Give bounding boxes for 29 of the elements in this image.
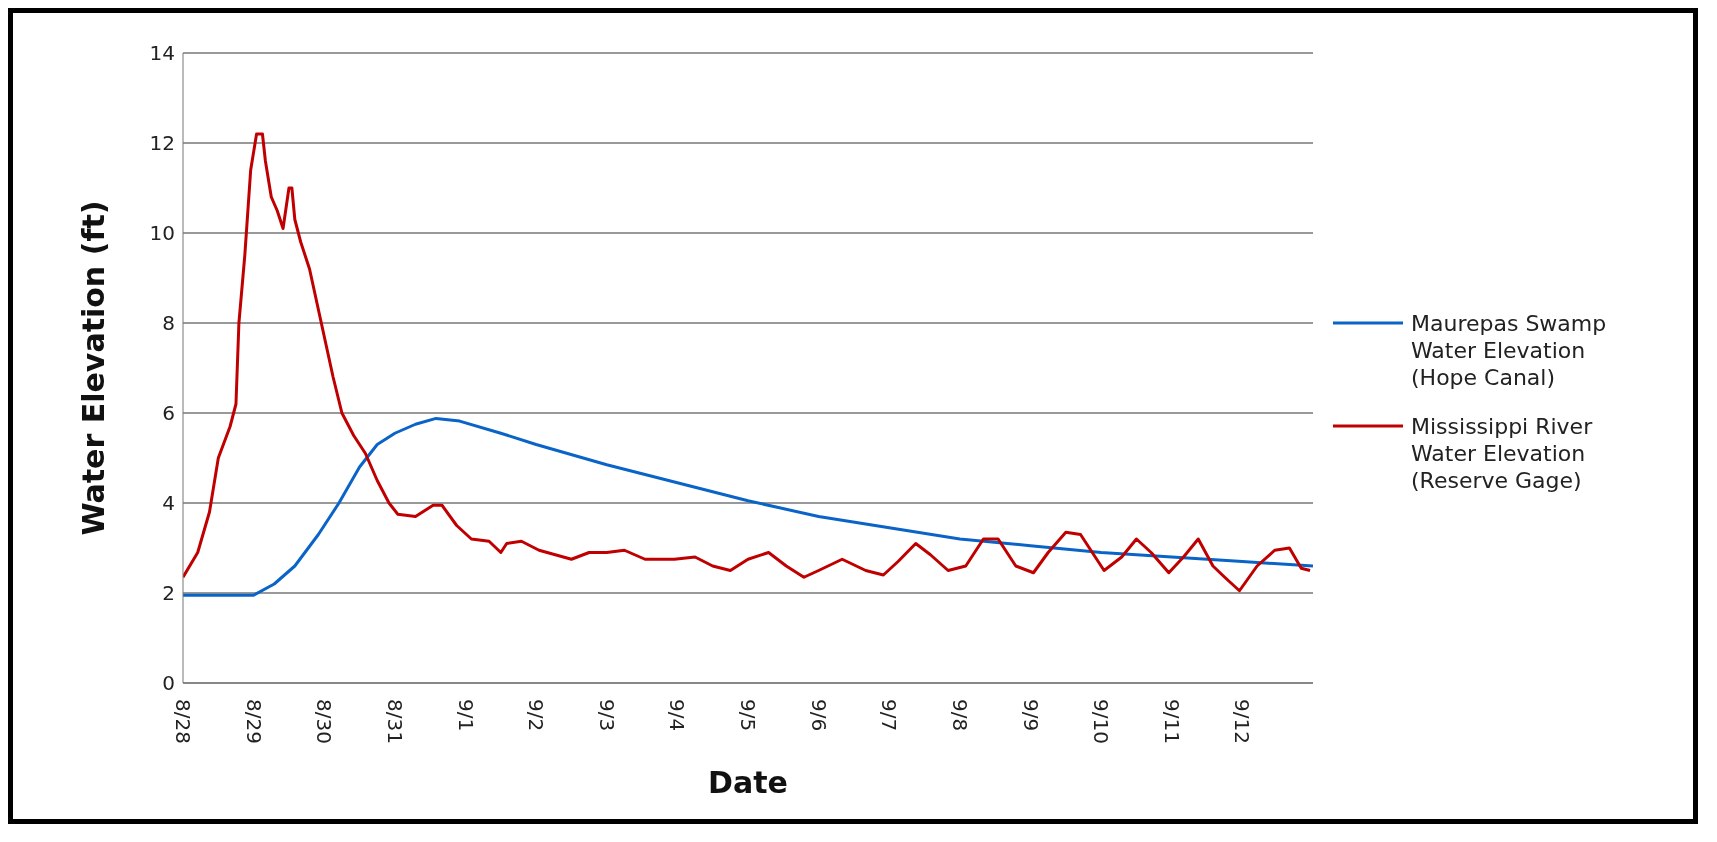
y-tick-label: 6 xyxy=(162,401,175,426)
legend-label: Maurepas Swamp Water Elevation (Hope Canal) xyxy=(1411,310,1608,391)
x-tick-label: 9/10 xyxy=(1089,699,1114,744)
x-tick-label: 9/11 xyxy=(1159,699,1184,744)
legend-label: Mississippi River Water Elevation (Reserve Gage) xyxy=(1411,413,1594,494)
y-tick-label: 8 xyxy=(162,311,175,336)
x-tick-label: 8/28 xyxy=(171,699,195,744)
x-tick-label: 8/31 xyxy=(382,699,407,744)
chart-frame: Maurepas Swamp Water Elevation (Hope Canal) Mississippi River Water Elevation (Reserve Gage) 8/28 8/29 8/30 8/31 9/1 9/2 9/3 9/4 9/5 9/6 9/7 9/8 9/9 9/10 9/11 9/12 Date 0 2 4 6 8 10 12 14 Water Elevation (ft) xyxy=(8,8,1698,824)
x-tick-label: 9/6 xyxy=(806,699,831,732)
x-tick-label: 9/8 xyxy=(947,699,972,732)
x-tick-label: 8/30 xyxy=(312,699,337,744)
x-tick-label: 9/1 xyxy=(453,699,478,732)
x-tick-label: 9/9 xyxy=(1018,699,1043,732)
x-tick-label: 9/12 xyxy=(1230,699,1255,744)
y-tick-label: 2 xyxy=(162,581,175,606)
y-tick-label: 12 xyxy=(149,131,175,156)
x-tick-label: 9/2 xyxy=(524,699,549,732)
x-tick-label: 9/7 xyxy=(877,699,902,732)
y-tick-label: 14 xyxy=(149,41,175,66)
x-tick-label: 9/5 xyxy=(736,699,760,732)
y-tick-label: 10 xyxy=(149,221,175,246)
x-axis-title: Date xyxy=(708,765,788,800)
x-tick-label: 9/3 xyxy=(594,699,619,732)
x-tick-label: 8/29 xyxy=(241,699,266,744)
x-tick-label: 9/4 xyxy=(665,699,690,732)
y-tick-label: 4 xyxy=(162,491,175,516)
y-tick-label: 0 xyxy=(162,671,175,696)
y-axis-title: Water Elevation (ft) xyxy=(75,200,111,536)
